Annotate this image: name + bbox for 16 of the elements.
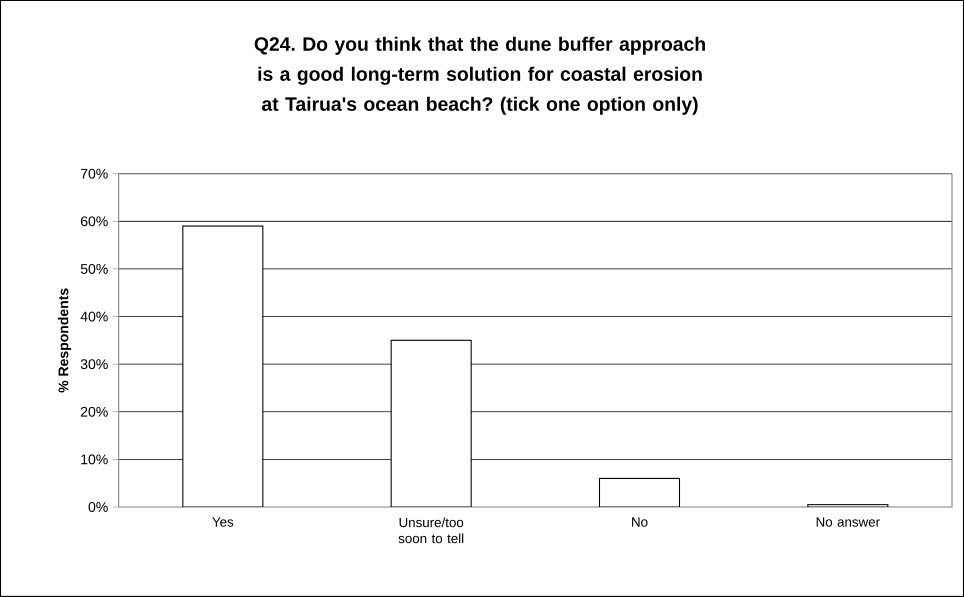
bar (598, 478, 680, 507)
y-tick-label: 70% (80, 168, 108, 179)
y-axis-title: % Respondents (58, 288, 72, 392)
y-tick-label: 40% (80, 312, 108, 322)
y-tick-label: 30% (80, 359, 108, 370)
y-tick-label: 10% (81, 454, 108, 464)
bar (807, 504, 888, 507)
x-tick-label: No (632, 517, 648, 527)
y-tick-label: 50% (80, 264, 108, 274)
chart-title: Q24. Do you think that the dune buffer approach is a good long-term solution for coastal erosion at Tairua's ocean beach? (tick one option only) (254, 36, 705, 115)
x-tick-label: Yes (212, 517, 234, 527)
y-tick-label: 20% (80, 406, 108, 417)
y-tick-label: 60% (80, 216, 108, 226)
x-tick-label: Unsure/too soon to tell (398, 517, 464, 544)
x-tick-label: No answer (816, 517, 880, 527)
y-tick-label: 0% (88, 502, 108, 512)
